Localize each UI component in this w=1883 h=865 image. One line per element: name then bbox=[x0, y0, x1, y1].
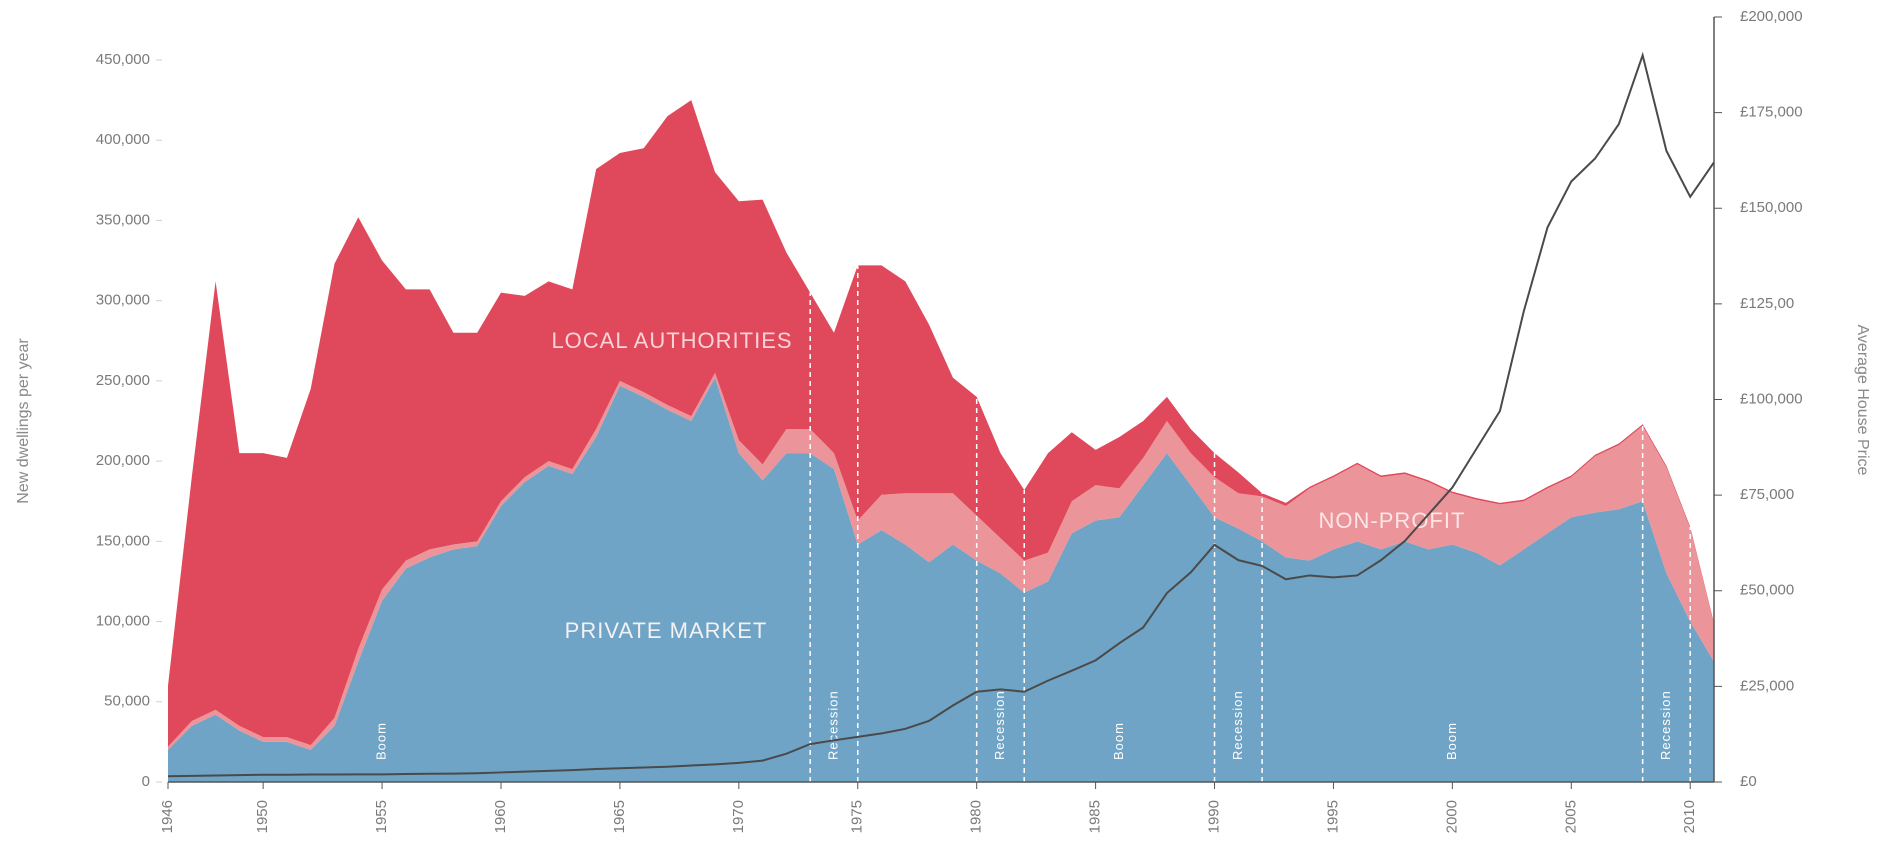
x-tick-label: 1946 bbox=[159, 800, 176, 833]
y2-tick-label: £200,000 bbox=[1740, 8, 1803, 25]
area-label: PRIVATE MARKET bbox=[565, 618, 768, 643]
x-tick-label: 1960 bbox=[492, 800, 509, 833]
area bbox=[168, 377, 1714, 782]
y2-tick-label: £50,000 bbox=[1740, 582, 1794, 599]
period-label: Boom bbox=[1111, 722, 1126, 760]
x-tick-label: 1970 bbox=[730, 800, 747, 833]
y-tick-label: 50,000 bbox=[104, 693, 150, 710]
y-axis-title: New dwellings per year bbox=[15, 338, 32, 504]
y-tick-label: 150,000 bbox=[96, 532, 150, 549]
y-tick-label: 350,000 bbox=[96, 211, 150, 228]
period-label: Recession bbox=[1230, 690, 1245, 760]
period-label: Boom bbox=[1444, 722, 1459, 760]
y-tick-label: 0 bbox=[142, 773, 150, 790]
x-tick-label: 1950 bbox=[254, 800, 271, 833]
price-line bbox=[167, 51, 1715, 778]
y2-tick-label: £25,000 bbox=[1740, 677, 1794, 694]
x-tick-label: 1995 bbox=[1324, 800, 1341, 833]
y2-tick-label: £175,000 bbox=[1740, 104, 1803, 121]
y-tick-label: 100,000 bbox=[96, 613, 150, 630]
period-label: Recession bbox=[1658, 690, 1673, 760]
area-label: NON-PROFIT bbox=[1319, 508, 1466, 533]
y2-tick-label: £0 bbox=[1740, 773, 1757, 790]
x-tick-label: 1955 bbox=[373, 800, 390, 833]
y-tick-label: 250,000 bbox=[96, 372, 150, 389]
area bbox=[168, 100, 1714, 747]
y-tick-label: 200,000 bbox=[96, 452, 150, 469]
x-tick-label: 2000 bbox=[1443, 800, 1460, 833]
y2-axis-title: Average House Price bbox=[1854, 325, 1871, 476]
period-label: Recession bbox=[992, 690, 1007, 760]
period-label: Recession bbox=[826, 690, 841, 760]
area-label: LOCAL AUTHORITIES bbox=[551, 328, 792, 353]
y-tick-label: 300,000 bbox=[96, 292, 150, 309]
y2-tick-label: £100,000 bbox=[1740, 390, 1803, 407]
y2-tick-label: £125,00 bbox=[1740, 295, 1794, 312]
x-tick-label: 1975 bbox=[849, 800, 866, 833]
x-tick-label: 1985 bbox=[1087, 800, 1104, 833]
x-tick-label: 1965 bbox=[611, 800, 628, 833]
y-tick-label: 400,000 bbox=[96, 131, 150, 148]
y2-tick-label: £150,000 bbox=[1740, 199, 1803, 216]
x-tick-label: 1990 bbox=[1205, 800, 1222, 833]
y-tick-label: 450,000 bbox=[96, 51, 150, 68]
x-tick-label: 2005 bbox=[1562, 800, 1579, 833]
x-tick-label: 2010 bbox=[1681, 800, 1698, 833]
area bbox=[168, 372, 1714, 750]
x-tick-label: 1980 bbox=[968, 800, 985, 833]
y2-tick-label: £75,000 bbox=[1740, 486, 1794, 503]
period-label: Boom bbox=[373, 722, 388, 760]
